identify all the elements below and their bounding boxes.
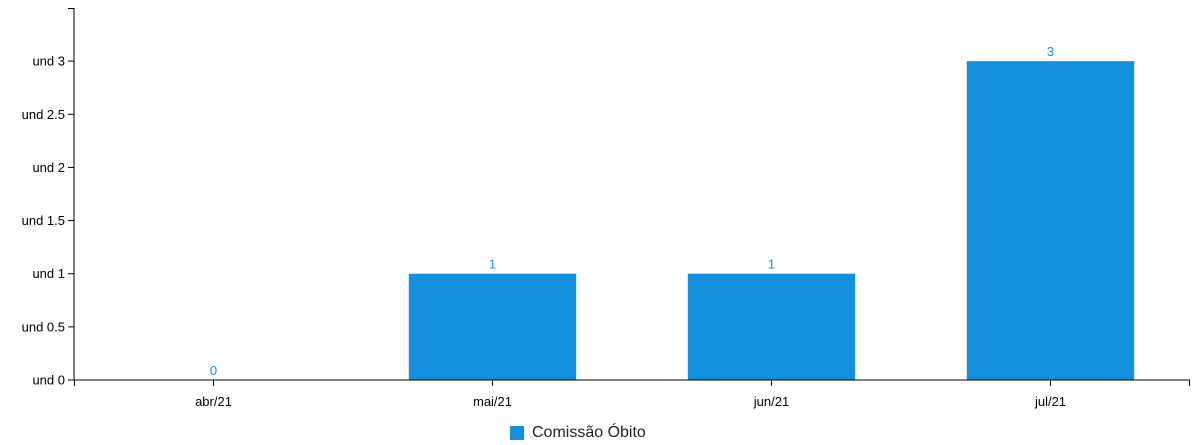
data-label: 1: [489, 257, 496, 272]
y-tick-label: und 0.5: [22, 319, 65, 334]
x-tick-label: abr/21: [195, 394, 232, 409]
data-label: 1: [768, 257, 775, 272]
legend-label: Comissão Óbito: [532, 424, 646, 441]
bar-jul/21[interactable]: [966, 61, 1135, 381]
legend[interactable]: Comissão Óbito: [510, 424, 646, 442]
y-tick-label: und 3: [32, 54, 65, 69]
y-tick-label: und 2.5: [22, 107, 65, 122]
y-tick-label: und 1.5: [22, 213, 65, 228]
y-tick-label: und 2: [32, 160, 65, 175]
legend-swatch: [510, 426, 524, 440]
y-tick-label: und 0: [32, 373, 65, 388]
bar-mai/21[interactable]: [408, 273, 577, 380]
y-tick-label: und 1: [32, 266, 65, 281]
bar-jun/21[interactable]: [687, 273, 856, 380]
data-label: 0: [210, 363, 217, 378]
x-tick-label: jul/21: [1034, 394, 1066, 409]
x-tick-label: mai/21: [473, 394, 512, 409]
bar-chart: und 0 und 0.5 und 1 und 1.5 und 2 und 2.5 und …: [22, 8, 1190, 409]
data-label: 3: [1047, 44, 1054, 59]
x-tick-label: jun/21: [753, 394, 789, 409]
